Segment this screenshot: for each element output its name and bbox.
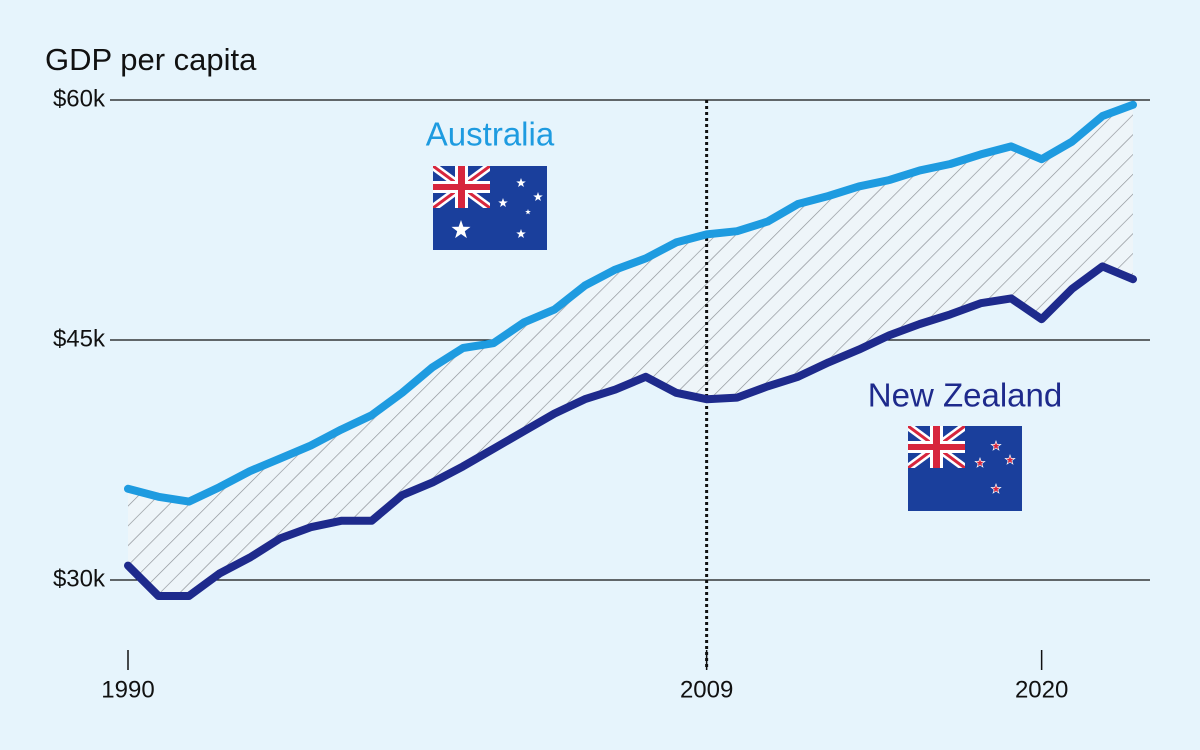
legend-label: Australia bbox=[426, 116, 555, 153]
gap-area bbox=[128, 104, 1133, 597]
series-line bbox=[124, 262, 1137, 600]
flag-australia bbox=[433, 166, 547, 250]
series-line bbox=[124, 100, 1137, 506]
chart-title: GDP per capita bbox=[45, 42, 257, 77]
y-tick-label: $30k bbox=[53, 565, 106, 592]
y-tick-label: $60k bbox=[53, 85, 106, 112]
line-layer bbox=[124, 100, 1137, 600]
x-tick-label: 2020 bbox=[1015, 676, 1068, 703]
legend-label: New Zealand bbox=[868, 377, 1062, 414]
x-tick-label: 2009 bbox=[680, 676, 733, 703]
x-tick-label: 1990 bbox=[101, 676, 154, 703]
y-tick-label: $45k bbox=[53, 325, 106, 352]
flag-new-zealand bbox=[908, 426, 1022, 511]
area-layer bbox=[128, 100, 1133, 668]
grid: $30k $45k $60k 1990 2009 2020 bbox=[53, 85, 1150, 703]
